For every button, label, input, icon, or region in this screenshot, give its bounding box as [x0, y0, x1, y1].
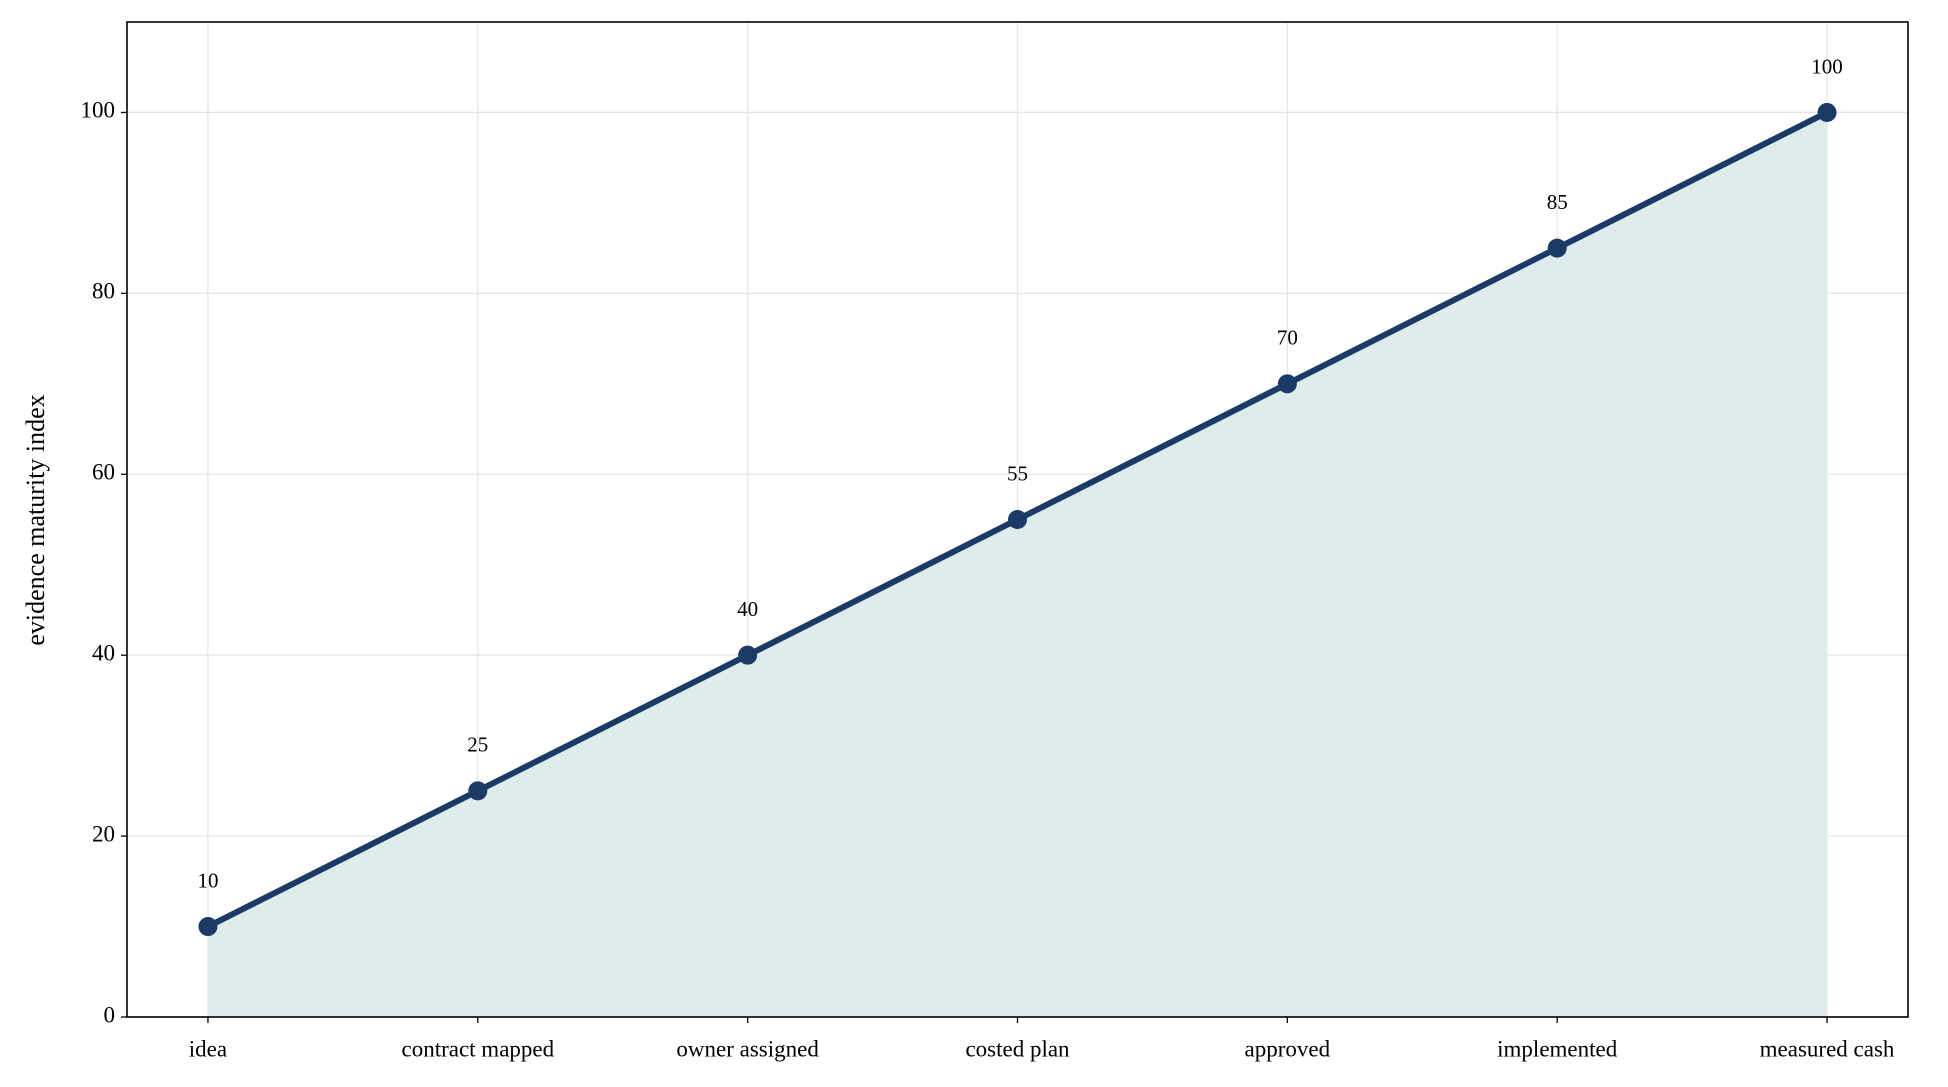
area	[207, 112, 1828, 1018]
y-tick-label: 20	[92, 821, 115, 846]
marker	[1547, 238, 1567, 258]
value-label: 25	[467, 733, 488, 757]
value-label: 70	[1277, 326, 1298, 350]
marker	[1817, 102, 1837, 122]
y-axis-label: evidence maturity index	[21, 394, 50, 645]
y-tick-label: 100	[81, 98, 116, 123]
marker	[198, 917, 218, 937]
x-tick-label: idea	[189, 1036, 227, 1061]
y-tick-label: 60	[92, 460, 115, 485]
marker	[468, 781, 488, 801]
plot-frame	[126, 21, 1909, 1018]
y-tick-label: 0	[104, 1002, 116, 1027]
value-label: 55	[1007, 461, 1028, 485]
x-tick-label: implemented	[1497, 1036, 1618, 1061]
marker	[738, 645, 758, 665]
value-label: 100	[1811, 54, 1843, 78]
value-label: 10	[197, 868, 218, 892]
x-tick-label: measured cash	[1760, 1036, 1895, 1061]
value-label: 85	[1547, 190, 1568, 214]
marker	[1277, 374, 1297, 394]
value-label: 40	[737, 597, 758, 621]
x-tick-label: owner assigned	[676, 1036, 819, 1061]
x-tick-label: contract mapped	[401, 1036, 554, 1061]
x-tick-label: approved	[1245, 1036, 1331, 1061]
y-tick-label: 80	[92, 279, 115, 304]
marker	[1008, 510, 1027, 529]
y-tick-label: 40	[92, 640, 115, 665]
x-tick-label: costed plan	[965, 1036, 1070, 1061]
